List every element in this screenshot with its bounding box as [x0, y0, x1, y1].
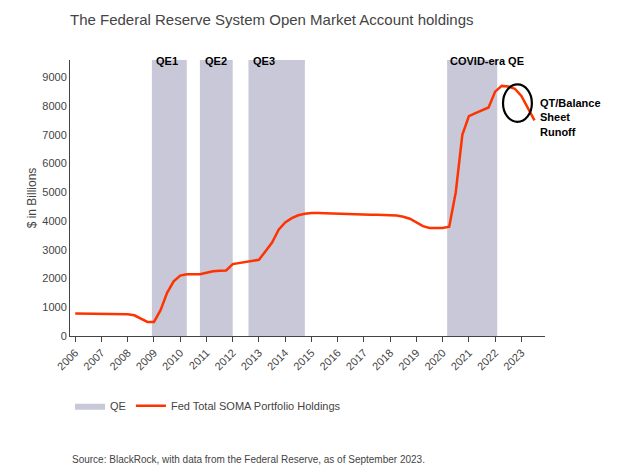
- svg-text:2023: 2023: [501, 347, 527, 373]
- svg-text:2012: 2012: [212, 347, 238, 373]
- svg-text:QE1: QE1: [156, 55, 178, 67]
- svg-text:0: 0: [61, 330, 67, 342]
- svg-text:QE2: QE2: [205, 55, 227, 67]
- svg-text:2018: 2018: [370, 347, 396, 373]
- svg-text:Source: BlackRock, with data f: Source: BlackRock, with data from the Fe…: [72, 454, 425, 465]
- svg-text:2007: 2007: [81, 347, 107, 373]
- svg-text:2017: 2017: [343, 347, 369, 373]
- svg-text:2000: 2000: [42, 272, 66, 284]
- svg-text:1000: 1000: [42, 301, 66, 313]
- svg-text:2009: 2009: [133, 347, 159, 373]
- svg-text:8000: 8000: [42, 100, 66, 112]
- svg-text:$ in Billions: $ in Billions: [25, 168, 39, 229]
- svg-text:2015: 2015: [291, 347, 317, 373]
- svg-text:QE3: QE3: [253, 55, 275, 67]
- svg-text:3000: 3000: [42, 244, 66, 256]
- svg-text:2006: 2006: [55, 347, 81, 373]
- svg-text:2019: 2019: [396, 347, 422, 373]
- svg-text:The Federal Reserve System Ope: The Federal Reserve System Open Market A…: [70, 11, 474, 28]
- svg-text:7000: 7000: [42, 129, 66, 141]
- svg-text:COVID-era QE: COVID-era QE: [450, 55, 524, 67]
- svg-text:9000: 9000: [42, 71, 66, 83]
- svg-text:2020: 2020: [422, 347, 448, 373]
- svg-text:2016: 2016: [317, 347, 343, 373]
- svg-text:2022: 2022: [475, 347, 501, 373]
- svg-text:2010: 2010: [160, 347, 186, 373]
- svg-text:2011: 2011: [187, 347, 212, 372]
- svg-text:6000: 6000: [42, 157, 66, 169]
- svg-text:2013: 2013: [238, 347, 264, 373]
- svg-text:QT/BalanceSheetRunoff: QT/BalanceSheetRunoff: [540, 97, 601, 138]
- svg-text:2021: 2021: [448, 347, 474, 373]
- svg-text:Fed Total SOMA Portfolio Holdi: Fed Total SOMA Portfolio Holdings: [171, 400, 341, 412]
- svg-text:2014: 2014: [265, 347, 291, 373]
- svg-text:4000: 4000: [42, 215, 66, 227]
- svg-text:QE: QE: [110, 400, 126, 412]
- svg-text:5000: 5000: [42, 186, 66, 198]
- svg-text:2008: 2008: [107, 347, 133, 373]
